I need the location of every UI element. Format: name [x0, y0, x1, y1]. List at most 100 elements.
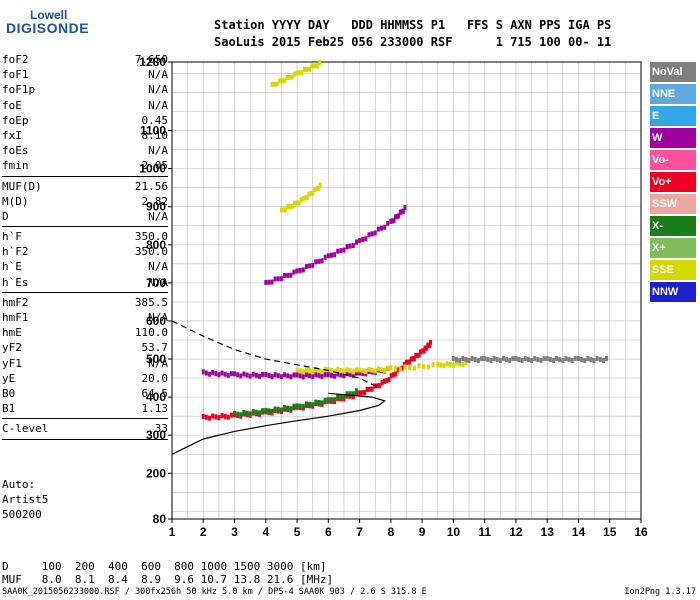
echo-point [226, 372, 230, 378]
echo-point [339, 368, 343, 374]
echo-point [511, 356, 515, 362]
echo-point [301, 369, 305, 375]
parameter-label: yF2 [2, 341, 22, 355]
x-tick-label: 7 [356, 525, 363, 539]
header-line-1: Station YYYY DAY DDD HHMMSS P1 FFS S AXN… [214, 18, 612, 32]
echo-point [301, 404, 305, 410]
echo-point [342, 247, 346, 253]
echo-point [351, 243, 355, 249]
parameter-label: B1 [2, 402, 16, 416]
logo-text: Lowell [30, 8, 68, 22]
parameter-label: fxI [2, 128, 22, 142]
echo-point [551, 358, 555, 364]
echo-point [329, 397, 333, 403]
echo-point [320, 400, 324, 406]
autoscaling-info: Auto: Artist5 500200 [2, 477, 48, 522]
echo-point [254, 372, 258, 378]
echo-point [361, 368, 365, 374]
echo-point [309, 191, 313, 197]
echo-point [280, 78, 284, 84]
echo-point [539, 358, 543, 364]
echo-point [223, 371, 227, 377]
echo-point [458, 358, 462, 364]
parameter-label: fmin [2, 159, 29, 173]
echo-point [314, 399, 318, 405]
echo-point [394, 371, 398, 377]
echo-point [492, 356, 496, 362]
echo-point [451, 356, 455, 362]
echo-point [251, 371, 255, 377]
echo-point [431, 362, 435, 368]
echo-point [208, 415, 212, 421]
echo-point [292, 372, 296, 378]
y-tick-label: 200 [146, 466, 166, 480]
echo-point [514, 356, 518, 362]
parameter-value: 385.5 [134, 295, 168, 309]
echo-point [483, 356, 487, 362]
x-tick-label: 2 [200, 525, 207, 539]
echo-point [351, 391, 355, 397]
echo-point [345, 244, 349, 250]
parameter-row: foF1p N/A [2, 82, 168, 97]
echo-point [283, 78, 287, 84]
echo-point [400, 365, 404, 371]
echo-point [298, 70, 302, 76]
echo-point [406, 359, 410, 365]
echo-point [403, 364, 407, 370]
echo-point [283, 372, 287, 378]
echo-point [405, 359, 408, 365]
parameter-row: M(D) 2.82 [2, 194, 168, 209]
parameter-row: yF2 53.7 [2, 340, 168, 355]
echo-point [339, 372, 343, 378]
parameter-row: fxI 8.10 [2, 128, 168, 143]
echo-point [290, 74, 294, 80]
y-tick-label: 1100 [140, 124, 166, 138]
echo-point [403, 205, 407, 211]
echo-point [261, 371, 265, 377]
echo-point [279, 207, 283, 213]
echo-point [279, 374, 283, 380]
parameter-value: N/A [148, 311, 168, 324]
echo-point [279, 276, 283, 282]
echo-point [264, 372, 268, 378]
echo-point [376, 226, 380, 232]
parameter-label: h`Es [2, 275, 29, 289]
echo-point [229, 371, 233, 377]
echo-point [339, 394, 343, 400]
echo-point [295, 367, 299, 373]
echo-point [383, 378, 387, 384]
divider [2, 291, 168, 293]
parameter-row: yE 20.0 [2, 371, 168, 386]
parameter-row: B0 64.5 [2, 386, 168, 401]
parameter-value: 350.0 [134, 245, 168, 259]
echo-point [311, 190, 315, 196]
echo-point [533, 356, 537, 362]
echo-point [273, 81, 277, 87]
echo-point [273, 372, 277, 378]
echo-point [336, 394, 340, 400]
echo-point [314, 372, 318, 378]
echo-point [358, 390, 362, 396]
echo-point [298, 403, 302, 409]
echo-point [379, 225, 383, 231]
echo-point [286, 204, 290, 210]
echo-point [336, 248, 340, 254]
y-tick-label: 900 [146, 200, 166, 214]
echo-point [303, 66, 307, 72]
echo-point [329, 367, 333, 373]
echo-point [295, 403, 299, 409]
echo-point [412, 356, 416, 362]
legend-entry: X- [650, 216, 696, 236]
y-tick-label: 1000 [139, 162, 166, 176]
echo-point [567, 357, 571, 363]
x-tick-label: 3 [231, 525, 238, 539]
echo-point [317, 373, 321, 379]
echo-point [505, 357, 509, 363]
echo-point [267, 279, 271, 285]
echo-point [548, 357, 552, 363]
y-tick-label: 700 [146, 276, 166, 290]
echo-point [295, 200, 299, 206]
version-label: Ion2Png 1.3.17 [624, 587, 696, 597]
echo-point [270, 81, 274, 87]
